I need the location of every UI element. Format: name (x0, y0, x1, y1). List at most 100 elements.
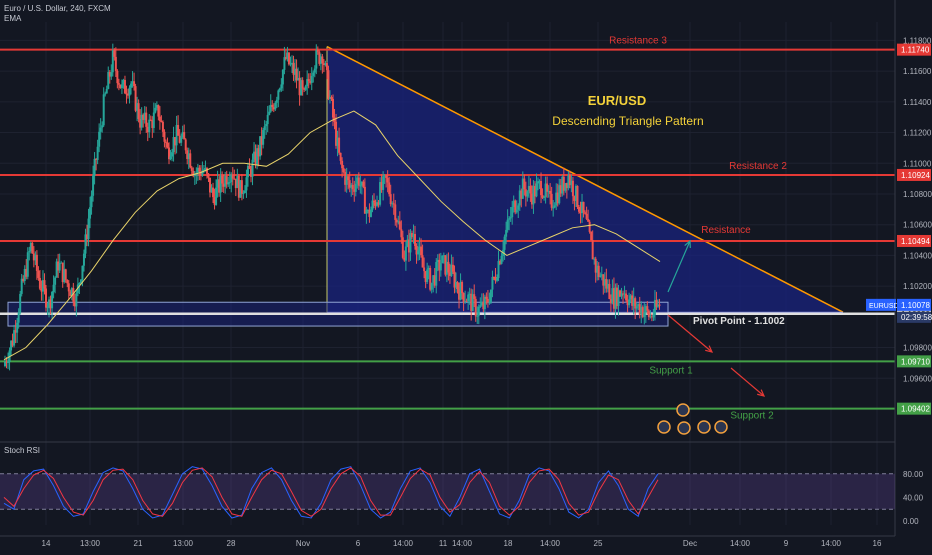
candle-body[interactable] (248, 165, 251, 169)
candle-body[interactable] (10, 340, 13, 351)
candle-body[interactable] (485, 296, 488, 299)
candle-body[interactable] (348, 180, 351, 188)
candle-body[interactable] (19, 293, 22, 313)
candle-body[interactable] (69, 291, 72, 296)
candle-body[interactable] (432, 275, 435, 283)
candle-body[interactable] (29, 242, 32, 252)
candle-body[interactable] (631, 295, 634, 306)
candle-body[interactable] (40, 288, 43, 292)
candle-body[interactable] (92, 175, 95, 196)
candle-body[interactable] (403, 257, 406, 261)
candle-body[interactable] (225, 175, 228, 185)
candle-body[interactable] (113, 50, 116, 57)
indicator-label[interactable]: EMA (4, 14, 22, 23)
candle-body[interactable] (382, 176, 385, 190)
candle-body[interactable] (635, 306, 638, 309)
candle-body[interactable] (514, 200, 517, 213)
candle-body[interactable] (11, 340, 14, 346)
candle-body[interactable] (275, 99, 278, 103)
candle-body[interactable] (637, 304, 640, 307)
candle-body[interactable] (168, 147, 170, 160)
event-badge-icon[interactable] (697, 420, 711, 434)
candle-body[interactable] (369, 209, 372, 217)
candle-body[interactable] (398, 221, 401, 230)
candle-body[interactable] (629, 295, 632, 300)
candle-body[interactable] (366, 209, 369, 211)
candle-body[interactable] (488, 302, 491, 304)
candle-body[interactable] (212, 187, 215, 198)
candle-body[interactable] (541, 195, 544, 198)
candle-body[interactable] (465, 300, 468, 302)
candle-body[interactable] (622, 293, 625, 295)
candle-body[interactable] (34, 254, 37, 261)
candle-body[interactable] (546, 183, 549, 192)
candle-body[interactable] (500, 255, 503, 264)
candle-body[interactable] (184, 139, 187, 151)
candle-body[interactable] (464, 300, 467, 303)
candle-body[interactable] (99, 127, 102, 132)
candle-body[interactable] (82, 253, 85, 266)
candle-body[interactable] (656, 304, 659, 307)
candle-body[interactable] (219, 175, 222, 193)
candle-body[interactable] (231, 174, 234, 179)
candle-body[interactable] (593, 258, 596, 260)
candle-body[interactable] (339, 152, 342, 161)
candle-body[interactable] (230, 174, 233, 183)
candle-body[interactable] (271, 104, 274, 108)
candle-body[interactable] (641, 307, 644, 317)
candle-body[interactable] (301, 80, 304, 89)
candle-body[interactable] (383, 175, 386, 177)
candle-body[interactable] (620, 293, 623, 297)
candle-body[interactable] (43, 280, 46, 289)
candle-body[interactable] (54, 277, 57, 285)
candle-body[interactable] (259, 136, 262, 157)
candle-body[interactable] (245, 177, 248, 191)
candle-body[interactable] (278, 88, 281, 91)
candle-body[interactable] (480, 301, 483, 306)
candle-body[interactable] (209, 177, 211, 193)
candle-body[interactable] (462, 293, 465, 303)
candle-body[interactable] (45, 288, 47, 308)
event-badge-icon[interactable] (677, 421, 691, 435)
candle-body[interactable] (625, 293, 628, 301)
candle-body[interactable] (63, 269, 66, 283)
candle-body[interactable] (336, 137, 339, 146)
candle-body[interactable] (597, 265, 600, 277)
candle-body[interactable] (520, 190, 523, 199)
candle-body[interactable] (368, 209, 371, 217)
candle-body[interactable] (139, 118, 142, 128)
candle-body[interactable] (527, 186, 530, 192)
candle-body[interactable] (611, 288, 614, 304)
candle-body[interactable] (38, 277, 41, 289)
candle-body[interactable] (537, 181, 539, 184)
candle-body[interactable] (13, 330, 16, 346)
candle-body[interactable] (93, 158, 96, 176)
candle-body[interactable] (603, 279, 606, 286)
candle-body[interactable] (444, 255, 447, 275)
candle-body[interactable] (292, 62, 295, 75)
candle-body[interactable] (35, 254, 38, 271)
candle-body[interactable] (310, 75, 313, 83)
candle-body[interactable] (307, 79, 310, 81)
candle-body[interactable] (31, 242, 34, 254)
candles-layer[interactable] (4, 43, 661, 371)
candle-body[interactable] (503, 236, 506, 250)
candle-body[interactable] (240, 180, 243, 194)
candle-body[interactable] (555, 192, 558, 206)
candle-body[interactable] (114, 56, 117, 71)
candle-body[interactable] (653, 300, 656, 316)
candle-body[interactable] (442, 255, 445, 257)
candle-body[interactable] (130, 83, 133, 88)
candle-body[interactable] (470, 293, 473, 311)
candle-body[interactable] (281, 69, 284, 85)
candle-body[interactable] (332, 98, 334, 118)
candle-body[interactable] (213, 197, 216, 205)
candle-body[interactable] (385, 175, 388, 178)
candle-body[interactable] (313, 68, 316, 73)
candle-body[interactable] (303, 88, 306, 90)
candle-body[interactable] (409, 233, 412, 253)
candle-body[interactable] (287, 52, 290, 65)
candle-body[interactable] (518, 190, 521, 206)
candle-body[interactable] (199, 171, 202, 176)
candle-body[interactable] (558, 185, 561, 204)
